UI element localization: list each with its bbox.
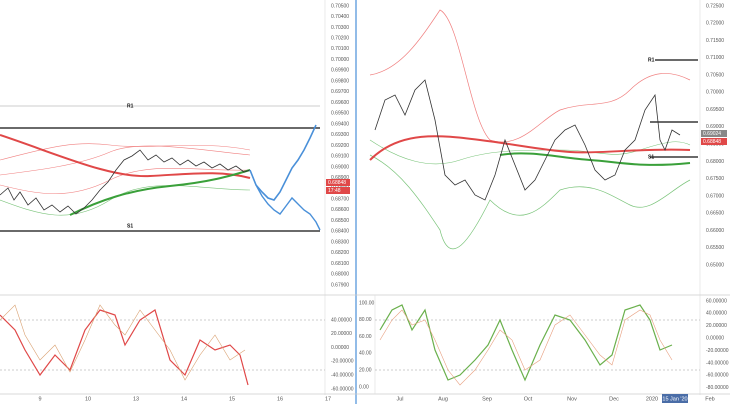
price-axis-label: 0.68200 — [331, 250, 349, 256]
price-axis-label: 0.70500 — [331, 3, 349, 9]
price-axis-label: 0.66500 — [706, 211, 724, 217]
date-label: 2020 — [646, 396, 658, 402]
price-axis-label: 0.65500 — [706, 245, 724, 251]
level-label: S1 — [127, 223, 133, 229]
date-label: 14 — [181, 396, 187, 402]
oscillator-axis-label: 40.00000 — [706, 311, 727, 317]
price-axis-label: 0.69500 — [706, 107, 724, 113]
price-tag: 0.68848 — [328, 180, 346, 186]
date-label: Feb — [705, 396, 714, 402]
date-label: Dec — [609, 396, 619, 402]
date-label: 9 — [38, 396, 41, 402]
price-axis-label: 0.65000 — [706, 262, 724, 268]
oscillator-axis-label: -40.00000 — [706, 360, 729, 366]
price-tag-bg — [326, 179, 350, 186]
oscillator-axis-label: 0.00000 — [331, 345, 349, 351]
price-axis-label: 0.68000 — [331, 272, 349, 278]
price-axis-label: 0.68600 — [331, 207, 349, 213]
oscillator-axis-label: 40.00 — [359, 351, 372, 357]
oscillator-axis-label: 20.00000 — [331, 331, 352, 337]
date-label: Aug — [438, 396, 448, 402]
price-axis-label: 0.69000 — [331, 164, 349, 170]
date-label: Sep — [482, 396, 492, 402]
price-axis-label: 0.70400 — [331, 14, 349, 20]
oscillator-axis-label: 60.00000 — [706, 298, 727, 304]
price-axis-label: 0.69600 — [331, 100, 349, 106]
level-label: S1 — [648, 154, 654, 160]
price-axis-label: 0.69100 — [331, 154, 349, 160]
date-label: 13 — [133, 396, 139, 402]
cursor-date: 15 Jan '20 — [662, 396, 687, 402]
price-axis-label: 0.69800 — [331, 78, 349, 84]
oscillator-axis-label: 100.00 — [359, 300, 375, 306]
oscillator-axis-label: -40.00000 — [331, 373, 354, 379]
price-axis-label: 0.68100 — [331, 261, 349, 267]
date-label: 10 — [85, 396, 91, 402]
oscillator-axis-label: 0.00000 — [706, 336, 724, 342]
price-tag: 0.68848 — [703, 139, 721, 145]
price-tag: 0.69024 — [703, 131, 721, 137]
price-axis-label: 0.71000 — [706, 55, 724, 61]
oscillator-axis-label: 20.00000 — [706, 323, 727, 329]
price-axis-label: 0.71500 — [706, 38, 724, 44]
price-axis-label: 0.70200 — [331, 36, 349, 42]
oscillator-axis-label: 20.00 — [359, 368, 372, 374]
price-axis-label: 0.67900 — [331, 282, 349, 288]
price-axis-label: 0.69000 — [706, 124, 724, 130]
oscillator-axis-label: 60.00 — [359, 334, 372, 340]
date-label: 17 — [325, 396, 331, 402]
price-axis-label: 0.67000 — [706, 193, 724, 199]
price-axis-label: 0.68700 — [331, 196, 349, 202]
price-axis-label: 0.68900 — [331, 175, 349, 181]
date-label: 16 — [277, 396, 283, 402]
price-axis-label: 0.69900 — [331, 68, 349, 74]
oscillator-axis-label: 40.00000 — [331, 317, 352, 323]
price-axis-label: 0.70300 — [331, 25, 349, 31]
price-axis-label: 0.68400 — [331, 229, 349, 235]
price-axis-label: 0.70100 — [331, 46, 349, 52]
oscillator-axis-label: -60.00000 — [331, 386, 354, 392]
level-label: R1 — [127, 103, 134, 109]
oscillator-axis-label: -20.00000 — [331, 359, 354, 365]
date-label: Nov — [567, 396, 577, 402]
oscillator-axis-label: -20.00000 — [706, 348, 729, 354]
price-axis-label: 0.69400 — [331, 121, 349, 127]
price-axis-label: 0.69300 — [331, 132, 349, 138]
price-axis-label: 0.68500 — [331, 218, 349, 224]
price-axis-label: 0.72500 — [706, 3, 724, 9]
oscillator-axis-label: 80.00 — [359, 317, 372, 323]
price-axis-label: 0.69500 — [331, 111, 349, 117]
price-axis-label: 0.68300 — [331, 239, 349, 245]
price-tag-bg — [701, 130, 727, 137]
price-axis-label: 0.70000 — [331, 57, 349, 63]
price-axis-label: 0.69200 — [331, 143, 349, 149]
date-label: 15 — [229, 396, 235, 402]
price-axis-label: 0.70500 — [706, 72, 724, 78]
price-axis-label: 0.69700 — [331, 89, 349, 95]
price-axis-label: 0.66000 — [706, 228, 724, 234]
oscillator-axis-label: -60.00000 — [706, 373, 729, 379]
date-label: Oct — [524, 396, 533, 402]
price-axis-label: 0.70000 — [706, 90, 724, 96]
date-label: Jul — [396, 396, 403, 402]
price-tag-bg — [701, 138, 727, 145]
level-label: R1 — [648, 57, 655, 63]
price-axis-label: 0.67500 — [706, 176, 724, 182]
oscillator-axis-label: -80.00000 — [706, 385, 729, 391]
oscillator-axis-label: 0.00 — [359, 384, 369, 390]
time-tag: 17:48 — [328, 188, 341, 194]
price-axis-label: 0.72000 — [706, 21, 724, 27]
price-axis-label: 0.68000 — [706, 159, 724, 165]
time-tag-bg — [326, 187, 350, 194]
